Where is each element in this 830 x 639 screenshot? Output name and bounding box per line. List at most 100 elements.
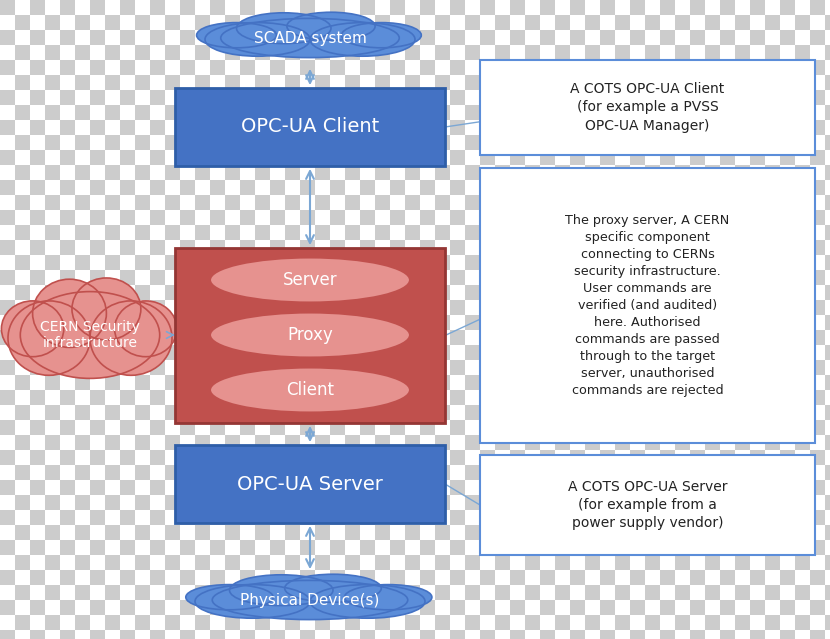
Bar <box>150 270 165 285</box>
Bar <box>300 165 315 180</box>
Bar <box>90 45 105 60</box>
Bar <box>675 240 690 255</box>
Bar <box>180 360 195 375</box>
Bar <box>735 225 750 240</box>
Bar <box>795 300 810 315</box>
Bar <box>240 15 255 30</box>
Bar <box>0 90 15 105</box>
Bar <box>345 540 360 555</box>
Bar <box>765 585 780 600</box>
Bar <box>405 0 420 15</box>
Bar <box>360 405 375 420</box>
Bar <box>375 195 390 210</box>
Bar <box>120 585 135 600</box>
Bar <box>60 435 75 450</box>
Bar <box>600 315 615 330</box>
Bar <box>795 525 810 540</box>
Bar <box>465 555 480 570</box>
Bar <box>450 630 465 639</box>
Bar <box>720 375 735 390</box>
Bar <box>240 495 255 510</box>
Bar <box>690 90 705 105</box>
Bar <box>90 390 105 405</box>
Bar <box>600 480 615 495</box>
Bar <box>405 330 420 345</box>
Bar <box>480 585 495 600</box>
Bar <box>240 0 255 15</box>
Bar <box>390 0 405 15</box>
Bar <box>30 555 45 570</box>
Bar <box>30 255 45 270</box>
Bar <box>720 420 735 435</box>
Bar <box>615 0 630 15</box>
Bar <box>750 330 765 345</box>
Bar <box>180 405 195 420</box>
Bar <box>780 180 795 195</box>
Bar <box>405 315 420 330</box>
Bar <box>465 90 480 105</box>
Bar <box>105 450 120 465</box>
Bar <box>345 600 360 615</box>
Bar <box>195 345 210 360</box>
Bar <box>720 255 735 270</box>
Bar <box>645 615 660 630</box>
Bar <box>465 165 480 180</box>
Bar <box>825 210 830 225</box>
Bar <box>780 300 795 315</box>
Bar <box>45 345 60 360</box>
Bar <box>60 360 75 375</box>
Bar <box>690 105 705 120</box>
Bar <box>75 15 90 30</box>
Bar <box>0 615 15 630</box>
Bar <box>600 195 615 210</box>
Bar <box>570 75 585 90</box>
Bar <box>390 255 405 270</box>
Bar <box>600 465 615 480</box>
Bar <box>15 375 30 390</box>
Bar <box>195 150 210 165</box>
Bar <box>690 555 705 570</box>
Bar <box>225 60 240 75</box>
Bar <box>570 105 585 120</box>
Bar <box>465 30 480 45</box>
Bar <box>270 150 285 165</box>
Bar <box>150 615 165 630</box>
Bar <box>45 60 60 75</box>
Bar <box>150 120 165 135</box>
Bar <box>375 450 390 465</box>
Bar <box>690 600 705 615</box>
Bar <box>150 315 165 330</box>
Bar <box>105 15 120 30</box>
Bar <box>390 30 405 45</box>
Bar <box>105 480 120 495</box>
Bar <box>45 495 60 510</box>
Ellipse shape <box>115 301 177 357</box>
Bar <box>780 210 795 225</box>
Bar <box>375 435 390 450</box>
Bar <box>600 345 615 360</box>
Bar <box>120 345 135 360</box>
Bar <box>765 30 780 45</box>
Bar <box>540 330 555 345</box>
Bar <box>330 420 345 435</box>
Bar <box>45 375 60 390</box>
Bar <box>600 255 615 270</box>
Bar <box>555 585 570 600</box>
Bar <box>495 270 510 285</box>
Bar <box>60 120 75 135</box>
Bar <box>480 480 495 495</box>
Bar <box>270 225 285 240</box>
Bar <box>375 45 390 60</box>
Bar <box>0 0 15 15</box>
Bar <box>15 630 30 639</box>
Bar <box>90 510 105 525</box>
Bar <box>750 600 765 615</box>
Bar <box>90 495 105 510</box>
Bar <box>645 495 660 510</box>
Bar <box>120 480 135 495</box>
Bar <box>615 345 630 360</box>
Bar <box>345 240 360 255</box>
Bar <box>750 555 765 570</box>
Bar <box>465 225 480 240</box>
Bar <box>615 75 630 90</box>
